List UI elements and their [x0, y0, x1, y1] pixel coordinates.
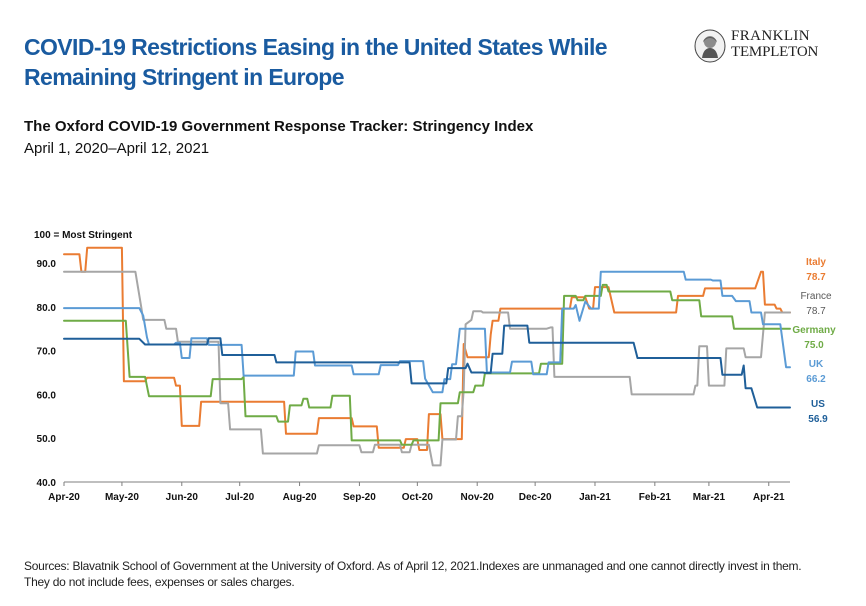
- series-end-value-uk: 66.2: [806, 374, 826, 385]
- y-axis-label: 100 = Most Stringent: [34, 230, 133, 241]
- headline: COVID-19 Restrictions Easing in the Unit…: [24, 34, 608, 90]
- benjamin-franklin-portrait-icon: [694, 29, 726, 63]
- series-end-value-germany: 75.0: [804, 340, 824, 351]
- x-tick-label: Apr-21: [753, 492, 785, 503]
- series-name-uk: UK: [809, 359, 824, 370]
- y-tick-label: 40.0: [37, 478, 57, 489]
- y-tick-label: 80.0: [37, 303, 57, 314]
- series-name-france: France: [800, 291, 832, 302]
- series-end-value-us: 56.9: [808, 414, 828, 425]
- x-tick-label: Aug-20: [283, 492, 317, 503]
- sources-footnote: Sources: Blavatnik School of Government …: [24, 559, 802, 589]
- series-end-value-france: 78.7: [806, 306, 826, 317]
- chart-subtitle: April 1, 2020–April 12, 2021: [24, 140, 210, 157]
- x-tick-label: Sep-20: [343, 492, 376, 503]
- chart-title: The Oxford COVID-19 Government Response …: [24, 118, 534, 135]
- x-tick-label: Jun-20: [166, 492, 199, 503]
- series-line-germany: [63, 283, 791, 446]
- y-tick-label: 70.0: [37, 347, 57, 358]
- series-line-us: [63, 324, 791, 409]
- logo-line-2: TEMPLETON: [731, 44, 819, 60]
- franklin-templeton-logo: FRANKLIN TEMPLETON: [694, 28, 846, 68]
- series-line-uk: [63, 270, 791, 394]
- series-end-value-italy: 78.7: [806, 272, 826, 283]
- y-tick-label: 60.0: [37, 390, 57, 401]
- series-name-germany: Germany: [792, 325, 836, 336]
- x-tick-label: Jul-20: [225, 492, 254, 503]
- series-line-italy: [63, 246, 791, 451]
- y-tick-label: 90.0: [37, 259, 57, 270]
- x-tick-label: Apr-20: [48, 492, 80, 503]
- logo-line-1: FRANKLIN: [731, 28, 811, 44]
- x-tick-label: Feb-21: [639, 492, 672, 503]
- x-tick-label: Jan-21: [579, 492, 611, 503]
- series-name-italy: Italy: [806, 257, 826, 268]
- y-tick-label: 50.0: [37, 434, 57, 445]
- x-tick-label: Nov-20: [461, 492, 495, 503]
- series-line-france: [63, 270, 791, 467]
- x-tick-label: Mar-21: [693, 492, 726, 503]
- series-name-us: US: [811, 399, 825, 410]
- x-tick-label: Oct-20: [402, 492, 434, 503]
- x-tick-label: May-20: [105, 492, 139, 503]
- x-tick-label: Dec-20: [519, 492, 552, 503]
